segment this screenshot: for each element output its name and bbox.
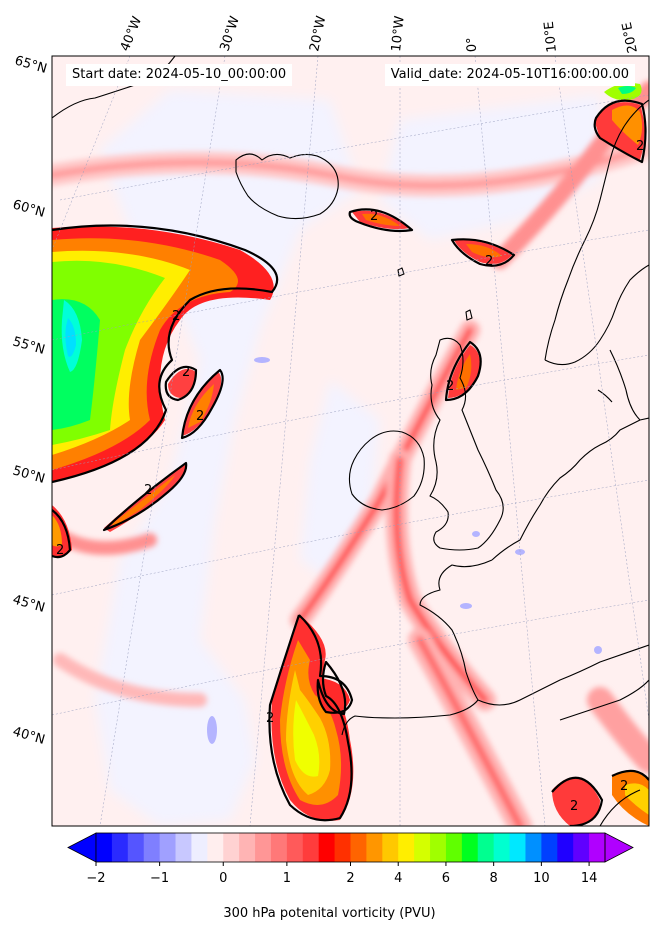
colorbar-swatch — [541, 833, 558, 862]
colorbar-swatch — [573, 833, 590, 862]
start-date-label: Start date: 2024-05-10_00:00:00 — [66, 64, 293, 86]
colorbar-tick-label: −1 — [150, 871, 169, 886]
colorbar-swatch — [159, 833, 177, 862]
colorbar-swatch — [430, 833, 447, 862]
colorbar-swatch — [96, 833, 113, 862]
contour-label: 2 — [570, 799, 578, 814]
colorbar-swatch — [477, 833, 495, 862]
longitude-labels: 40°W 30°W 20°W 10°W 0° 10°E 20°E — [118, 14, 641, 54]
contour-label: 2 — [266, 711, 274, 726]
colorbar-swatch — [525, 833, 542, 862]
map-area: 2 2 2 2 2 2 2 2 2 2 2 2 — [52, 56, 649, 826]
colorbar-tick-label: 2 — [346, 871, 354, 886]
lat-label: 55°N — [11, 334, 47, 357]
map-frame — [51, 55, 650, 827]
lat-label: 50°N — [11, 463, 47, 486]
contour-labels: 2 2 2 2 2 2 2 2 2 2 2 2 — [56, 139, 644, 814]
iberian-cutoff — [271, 615, 354, 821]
colorbar-swatch — [143, 833, 161, 862]
colorbar-swatch — [223, 833, 240, 862]
lat-label: 60°N — [11, 197, 47, 220]
lon-label: 20°W — [307, 14, 329, 52]
colorbar-tick-label: 14 — [581, 871, 598, 886]
colorbar-swatch — [557, 833, 574, 862]
colorbar-swatch — [382, 833, 399, 862]
lon-label: 0° — [464, 37, 480, 52]
lon-label: 10°E — [542, 20, 560, 53]
contour-label: 2 — [144, 483, 152, 498]
colorbar-swatch — [414, 833, 431, 862]
colorbar-swatch — [207, 833, 224, 862]
colorbar-swatch — [270, 833, 288, 862]
graticule — [52, 56, 649, 826]
negative-pv-specks — [207, 357, 602, 744]
valid-date-label: Valid_date: 2024-05-10T16:00:00.00 — [384, 64, 635, 86]
colorbar-swatch — [127, 833, 145, 862]
colorbar-tick-label: 1 — [283, 871, 291, 886]
colorbar-swatch — [350, 833, 367, 862]
colorbar-swatch — [589, 833, 606, 862]
lat-label: 65°N — [13, 53, 49, 76]
colorbar-swatch — [334, 833, 351, 862]
contour-label: 2 — [485, 254, 493, 269]
colorbar-extend-min — [67, 832, 97, 863]
colorbar-swatch — [286, 833, 304, 862]
lat-label: 40°N — [11, 724, 47, 747]
colorbar-swatch — [302, 833, 320, 862]
colorbar-swatch — [111, 833, 129, 862]
contour-label: 2 — [196, 409, 204, 424]
colorbar-swatch — [445, 833, 463, 862]
lon-label: 10°W — [389, 15, 408, 52]
contour-label: 2 — [636, 139, 644, 154]
latitude-labels: 65°N 60°N 55°N 50°N 45°N 40°N — [11, 53, 49, 747]
lon-label: 30°W — [218, 14, 243, 53]
two-pvu-contours — [52, 99, 649, 826]
contour-label: 2 — [370, 209, 378, 224]
lon-label: 40°W — [118, 14, 145, 53]
colorbar-swatch — [493, 833, 511, 862]
contour-label: 2 — [172, 309, 180, 324]
colorbar-swatch — [509, 833, 526, 862]
lon-label: 20°E — [620, 21, 641, 55]
colorbar-swatch — [175, 833, 192, 862]
colorbar-tick-label: 8 — [490, 871, 498, 886]
colorbar-swatch — [255, 833, 272, 862]
colorbar-ticks: −2 −1 0 1 2 4 6 8 10 14 — [86, 862, 597, 886]
colorbar-tick-label: −2 — [86, 871, 105, 886]
colorbar-swatch — [318, 833, 336, 862]
colorbar-title: 300 hPa potenital vorticity (PVU) — [223, 906, 436, 921]
colorbar — [67, 832, 634, 863]
colorbar-tick-label: 6 — [442, 871, 450, 886]
colorbar-tick-label: 10 — [533, 871, 550, 886]
contour-label: 2 — [446, 379, 454, 394]
lat-label: 45°N — [11, 592, 47, 615]
contour-label: 2 — [182, 365, 190, 380]
colorbar-swatch — [366, 833, 383, 862]
colorbar-extend-max — [604, 832, 634, 863]
colorbar-swatch — [461, 833, 479, 862]
colorbar-swatch — [239, 833, 256, 862]
colorbar-swatch — [191, 833, 208, 862]
contour-label: 2 — [620, 779, 628, 794]
contour-label: 2 — [56, 543, 64, 558]
coastlines — [52, 56, 649, 826]
colorbar-swatch — [398, 833, 415, 862]
colorbar-tick-label: 0 — [219, 871, 227, 886]
colorbar-tick-label: 4 — [394, 871, 402, 886]
